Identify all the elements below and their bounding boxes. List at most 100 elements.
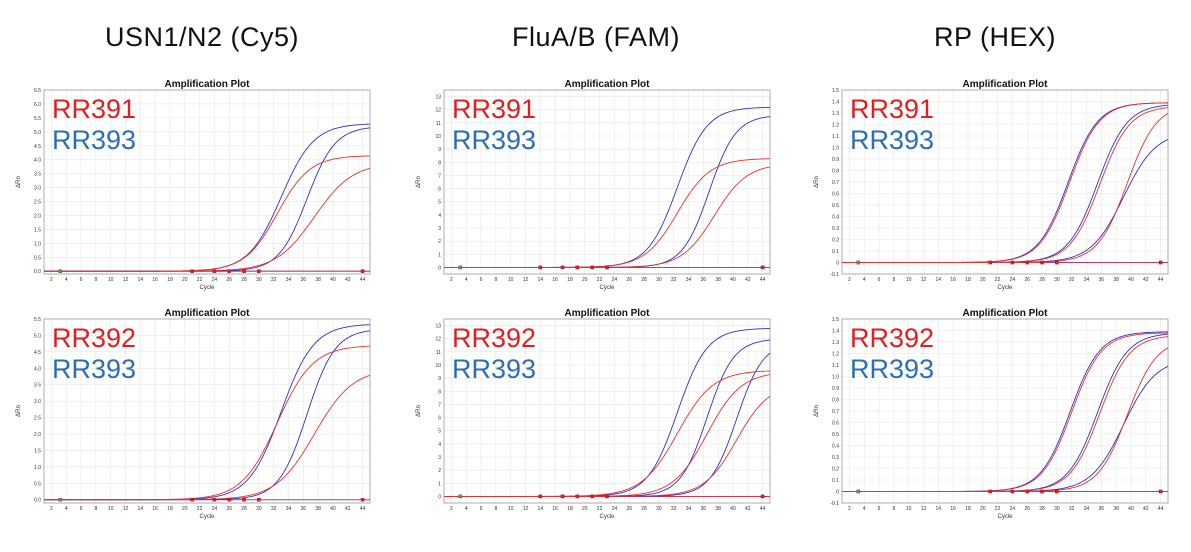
amplification-plot-svg: Amplification Plot -0.1 0 0.1 0.2 0.3 0.4 0.5 0.…: [814, 308, 1169, 520]
x-tick-label: 38: [715, 506, 721, 512]
y-tick-label: 2.0: [34, 213, 41, 219]
y-tick-label: 1.0: [832, 375, 839, 381]
y-tick-label: 3: [438, 455, 441, 461]
x-tick-label: 28: [1039, 506, 1045, 512]
x-tick-label: 12: [123, 277, 129, 283]
y-tick-label: 1.5: [832, 317, 839, 323]
y-tick-label: 0.7: [832, 180, 839, 186]
x-tick-label: 12: [123, 506, 129, 512]
y-tick-label: 4: [438, 213, 441, 219]
amplification-plot-panel: Amplification Plot 0 1 2 3 4 5 6 7 8 9 10 11 12 13 2 4 6 8…: [410, 76, 780, 298]
y-tick-label: 5.0: [34, 130, 41, 136]
x-tick-label: 18: [167, 277, 173, 283]
sample-label: RR391: [850, 94, 934, 124]
amplification-curve: [842, 365, 1168, 492]
x-tick-label: 22: [597, 277, 603, 283]
y-tick-label: 2: [438, 468, 441, 474]
y-tick-label: 2: [438, 239, 441, 245]
y-axis-label: ΔRn: [416, 176, 422, 188]
x-tick-label: 34: [686, 277, 692, 283]
baseline-marker-red: [1055, 260, 1059, 265]
x-tick-label: 40: [330, 506, 336, 512]
sample-label: RR393: [452, 125, 536, 155]
baseline-marker-red: [1025, 489, 1029, 494]
chart-title: Amplification Plot: [165, 79, 251, 90]
x-tick-label: 32: [671, 277, 677, 283]
x-tick-label: 36: [1099, 506, 1105, 512]
x-tick-label: 16: [950, 506, 956, 512]
y-tick-label: 3: [438, 226, 441, 232]
x-tick-label: 26: [626, 506, 632, 512]
baseline-marker-red: [242, 269, 246, 273]
y-tick-label: 0: [836, 490, 839, 496]
x-tick-label: 20: [980, 506, 986, 512]
amplification-plot-svg: Amplification Plot -0.1 0 0.1 0.2 0.3 0.4 0.5 0.…: [814, 79, 1169, 291]
x-tick-label: 40: [1128, 277, 1134, 283]
y-tick-label: 0.5: [34, 255, 41, 261]
x-tick-label: 30: [656, 277, 662, 283]
plot-frame: [443, 318, 771, 504]
y-tick-label: 13: [435, 95, 441, 101]
baseline-marker-red: [1040, 489, 1044, 494]
chart-title: Amplification Plot: [963, 308, 1049, 319]
baseline-marker-red: [1055, 489, 1059, 494]
x-tick-label: 24: [612, 506, 618, 512]
sample-label: RR391: [452, 94, 536, 124]
baseline-marker-red: [1040, 260, 1044, 265]
amplification-curve: [842, 112, 1168, 263]
y-tick-label: 0.2: [832, 238, 839, 244]
baseline-marker-green: [856, 260, 861, 265]
baseline-marker-red: [190, 269, 194, 273]
x-tick-label: 4: [863, 506, 866, 512]
sample-label: RR393: [52, 125, 136, 155]
y-tick-label: 0: [836, 261, 839, 267]
baseline-marker-red: [1010, 260, 1015, 265]
y-tick-label: 0.9: [832, 157, 839, 163]
x-tick-label: 42: [1143, 506, 1149, 512]
sample-label: RR392: [850, 323, 934, 353]
y-tick-label: 0.1: [832, 249, 839, 255]
x-tick-label: 28: [1039, 277, 1045, 283]
x-tick-label: 44: [760, 506, 766, 512]
baseline-marker-red: [590, 494, 594, 499]
y-tick-label: 0.0: [34, 269, 41, 275]
amplification-plot-panel: Amplification Plot 0 1 2 3 4 5 6 7 8 9 10 11 12 13 2 4 6 8…: [410, 305, 780, 527]
x-tick-label: 36: [701, 506, 707, 512]
amplification-curve: [444, 395, 770, 497]
y-tick-label: 1.5: [34, 448, 41, 454]
x-tick-label: 38: [1113, 506, 1119, 512]
y-tick-label: 1.0: [34, 241, 41, 247]
x-tick-label: 2: [450, 277, 453, 283]
y-axis-label: ΔRn: [416, 405, 422, 417]
y-tick-label: 2.5: [34, 200, 41, 206]
y-tick-label: 3.5: [34, 383, 41, 389]
x-axis-label: Cycle: [199, 285, 215, 291]
chart-title: Amplification Plot: [165, 308, 251, 319]
column-title-cy5: USN1/N2 (Cy5): [104, 22, 300, 52]
amplification-curve: [44, 155, 370, 272]
x-tick-label: 2: [50, 277, 53, 283]
x-tick-label: 18: [567, 277, 573, 283]
x-tick-label: 42: [1143, 277, 1149, 283]
sample-label: RR392: [452, 323, 536, 353]
baseline-marker-red: [212, 497, 217, 502]
x-tick-label: 32: [1069, 277, 1075, 283]
baseline-marker-red: [257, 269, 261, 273]
curves-group: [842, 102, 1168, 263]
x-tick-label: 2: [848, 277, 851, 283]
x-tick-label: 14: [936, 506, 942, 512]
x-tick-label: 44: [760, 277, 766, 283]
y-axis-label: ΔRn: [16, 176, 22, 188]
y-tick-label: 0.3: [832, 455, 839, 461]
x-tick-label: 6: [480, 506, 483, 512]
y-tick-label: 0.7: [832, 409, 839, 415]
y-axis-label: ΔRn: [814, 405, 820, 417]
baseline-marker-red: [590, 265, 594, 270]
x-tick-label: 42: [745, 277, 751, 283]
y-tick-label: 0.5: [34, 481, 41, 487]
x-tick-label: 10: [508, 506, 514, 512]
sample-label: RR393: [850, 125, 934, 155]
baseline-marker-red: [605, 265, 609, 270]
x-tick-label: 16: [552, 506, 558, 512]
